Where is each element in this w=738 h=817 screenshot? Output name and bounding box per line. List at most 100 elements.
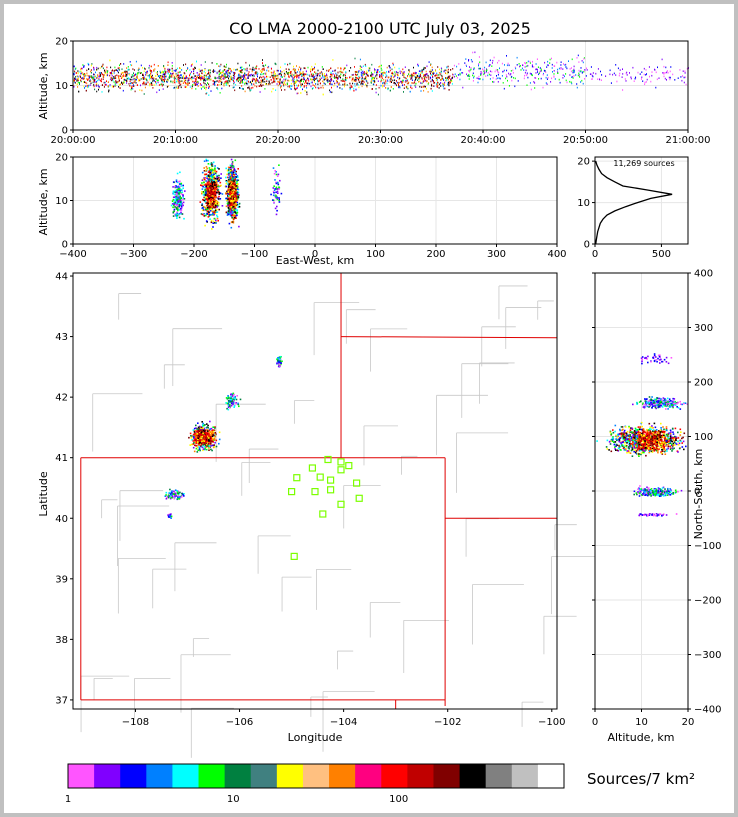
time-altitude-source <box>336 85 338 88</box>
ew-source <box>180 193 183 195</box>
time-altitude-source <box>306 79 308 81</box>
time-altitude-source <box>314 63 316 65</box>
time-altitude-source <box>359 58 361 61</box>
ew-source <box>228 186 231 189</box>
time-altitude-source <box>624 78 626 80</box>
time-altitude-source <box>220 83 222 85</box>
time-altitude-source <box>207 82 208 84</box>
ew-source <box>234 192 237 194</box>
time-altitude-source <box>542 86 544 89</box>
ew-source <box>210 169 213 171</box>
ew-source <box>233 174 236 176</box>
time-altitude-source <box>210 90 212 92</box>
ew-source <box>216 176 218 179</box>
time-altitude-source <box>324 83 326 85</box>
time-altitude-source <box>96 82 98 85</box>
time-altitude-source <box>195 81 197 84</box>
time-altitude-source <box>294 82 296 84</box>
time-altitude-source <box>216 72 218 75</box>
ew-source <box>275 186 278 189</box>
time-altitude-source <box>403 71 405 73</box>
time-altitude-source <box>116 74 118 77</box>
time-altitude-source <box>280 66 281 69</box>
time-altitude-source <box>632 66 634 69</box>
ew-source <box>272 199 274 201</box>
ew-source <box>180 203 182 205</box>
time-altitude-source <box>230 76 232 78</box>
ew-source <box>212 210 214 213</box>
time-altitude-source <box>125 74 126 76</box>
ew-source <box>230 206 233 208</box>
time-altitude-source <box>225 80 227 82</box>
ew-panel-ytick-label: 0 <box>62 240 68 251</box>
ew-source <box>211 228 213 230</box>
time-altitude-source <box>569 68 571 70</box>
time-altitude-source <box>532 60 533 63</box>
time-altitude-source <box>304 90 306 92</box>
time-altitude-source <box>119 87 121 89</box>
time-altitude-source <box>402 79 404 82</box>
ew-source <box>200 213 203 215</box>
time-altitude-source <box>306 87 308 89</box>
time-altitude-source <box>163 80 165 83</box>
time-altitude-source <box>376 73 378 76</box>
time-altitude-source <box>489 70 491 73</box>
time-altitude-source <box>355 74 357 76</box>
time-altitude-source <box>199 77 201 79</box>
time-altitude-source <box>73 65 75 68</box>
time-altitude-source <box>531 65 533 68</box>
ew-source <box>212 195 215 197</box>
time-altitude-source <box>254 72 256 75</box>
ew-source <box>173 205 176 207</box>
time-altitude-source <box>473 67 475 70</box>
ew-source <box>210 197 212 200</box>
time-altitude-source <box>250 81 252 83</box>
ew-source <box>230 172 232 175</box>
time-altitude-source <box>169 74 171 76</box>
time-altitude-source <box>344 85 345 88</box>
time-altitude-source <box>456 65 458 68</box>
time-altitude-source <box>377 69 379 71</box>
ew-source <box>237 191 240 194</box>
time-altitude-source <box>439 73 441 76</box>
time-altitude-source <box>207 69 209 72</box>
time-altitude-source <box>151 82 153 84</box>
time-altitude-source <box>332 59 334 61</box>
ew-source <box>175 204 178 206</box>
time-altitude-source <box>302 88 303 91</box>
time-altitude-source <box>388 70 390 73</box>
time-altitude-source <box>216 80 218 82</box>
time-altitude-source <box>285 77 287 80</box>
time-altitude-source <box>314 77 316 80</box>
time-altitude-source <box>235 84 237 86</box>
time-altitude-source <box>203 80 204 82</box>
time-altitude-source <box>248 86 250 89</box>
time-altitude-source <box>332 73 334 75</box>
time-altitude-source <box>105 83 107 86</box>
figure-title: CO LMA 2000-2100 UTC July 03, 2025 <box>229 19 531 38</box>
time-altitude-source <box>432 71 434 73</box>
time-altitude-source <box>451 83 453 85</box>
time-altitude-source <box>278 73 280 76</box>
time-panel-ytick-label: 20 <box>55 37 68 48</box>
time-altitude-source <box>257 75 258 78</box>
time-altitude-source <box>229 76 231 79</box>
time-altitude-source <box>356 83 358 86</box>
time-altitude-source <box>437 66 439 68</box>
time-altitude-source <box>334 69 336 72</box>
ew-source <box>276 188 279 190</box>
time-altitude-source <box>146 83 147 85</box>
time-altitude-source <box>104 84 106 86</box>
time-altitude-source <box>361 82 363 84</box>
ew-source <box>279 179 281 182</box>
time-altitude-source <box>459 73 461 76</box>
time-altitude-source <box>597 78 599 80</box>
time-altitude-source <box>337 77 338 79</box>
time-altitude-source <box>199 75 200 78</box>
ew-source <box>178 209 181 211</box>
time-altitude-source <box>669 70 671 73</box>
time-altitude-source <box>287 85 289 88</box>
time-altitude-source <box>203 74 205 77</box>
time-altitude-source <box>684 76 686 79</box>
time-altitude-source <box>525 62 526 65</box>
